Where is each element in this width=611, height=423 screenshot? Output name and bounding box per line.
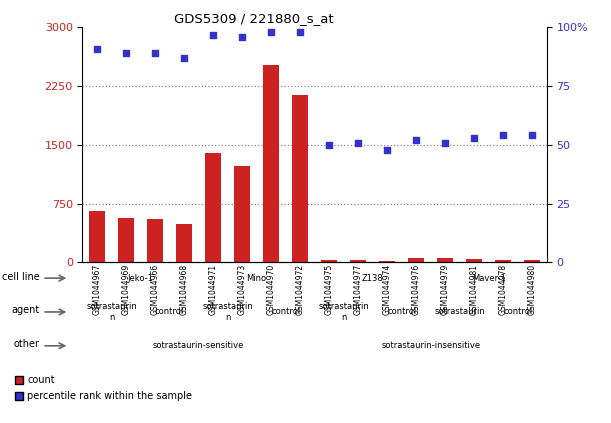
Bar bbox=[205, 153, 221, 262]
Point bbox=[469, 135, 479, 141]
Point bbox=[92, 45, 102, 52]
Text: count: count bbox=[27, 375, 55, 385]
Text: sotrastaurin
n: sotrastaurin n bbox=[202, 302, 253, 321]
Text: Mino: Mino bbox=[247, 274, 266, 283]
Point bbox=[208, 31, 218, 38]
Point bbox=[121, 50, 131, 57]
Point bbox=[237, 33, 247, 40]
Bar bbox=[379, 261, 395, 262]
Bar bbox=[321, 260, 337, 262]
Point bbox=[324, 141, 334, 148]
Bar bbox=[292, 95, 308, 262]
Bar bbox=[89, 211, 105, 262]
Text: cell line: cell line bbox=[2, 272, 40, 282]
Text: percentile rank within the sample: percentile rank within the sample bbox=[27, 391, 192, 401]
Bar bbox=[176, 224, 192, 262]
Point bbox=[499, 132, 508, 139]
Text: sotrastaurin-sensitive: sotrastaurin-sensitive bbox=[153, 341, 244, 350]
Text: control: control bbox=[271, 308, 300, 316]
Bar bbox=[496, 260, 511, 262]
Text: sotrastaurin
n: sotrastaurin n bbox=[86, 302, 137, 321]
Text: control: control bbox=[155, 308, 184, 316]
Text: sotrastaurin
n: sotrastaurin n bbox=[318, 302, 369, 321]
Bar bbox=[263, 65, 279, 262]
Text: agent: agent bbox=[12, 305, 40, 315]
Point bbox=[441, 139, 450, 146]
Bar bbox=[350, 260, 366, 262]
Point bbox=[266, 29, 276, 36]
Text: GDS5309 / 221880_s_at: GDS5309 / 221880_s_at bbox=[174, 12, 334, 25]
Bar bbox=[437, 258, 453, 262]
Bar bbox=[408, 258, 424, 262]
Text: other: other bbox=[14, 339, 40, 349]
Point bbox=[382, 146, 392, 153]
Bar bbox=[524, 260, 540, 262]
Point bbox=[295, 29, 305, 36]
Point bbox=[150, 50, 160, 57]
Text: control: control bbox=[387, 308, 416, 316]
Bar bbox=[466, 259, 482, 262]
Text: sotrastaurin: sotrastaurin bbox=[434, 308, 485, 316]
Bar bbox=[147, 219, 163, 262]
Text: Jeko-1: Jeko-1 bbox=[128, 274, 153, 283]
Text: control: control bbox=[503, 308, 532, 316]
Bar bbox=[234, 166, 250, 262]
Text: Z138: Z138 bbox=[362, 274, 384, 283]
Point bbox=[411, 137, 421, 143]
Bar bbox=[118, 218, 134, 262]
Text: sotrastaurin-insensitive: sotrastaurin-insensitive bbox=[381, 341, 480, 350]
Point bbox=[179, 55, 189, 61]
Text: Maver-1: Maver-1 bbox=[472, 274, 506, 283]
Point bbox=[527, 132, 537, 139]
Point bbox=[353, 139, 363, 146]
